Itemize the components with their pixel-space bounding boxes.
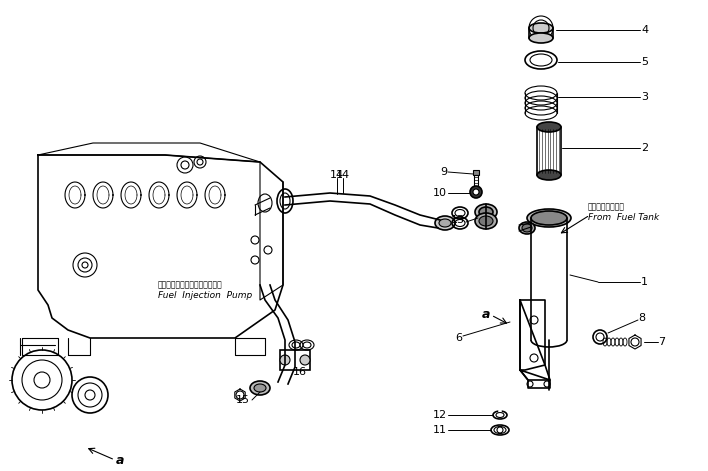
Text: 16: 16 — [293, 367, 307, 377]
Ellipse shape — [435, 216, 455, 230]
Text: 13: 13 — [451, 215, 465, 225]
Ellipse shape — [537, 122, 561, 132]
Text: From  Fuel Tank: From Fuel Tank — [588, 213, 659, 222]
Text: 7: 7 — [658, 337, 665, 347]
Text: 14: 14 — [330, 170, 344, 180]
Ellipse shape — [439, 219, 451, 227]
Text: 15: 15 — [236, 395, 250, 405]
Ellipse shape — [280, 355, 290, 365]
Text: 9: 9 — [440, 167, 447, 177]
Text: 3: 3 — [641, 92, 648, 102]
Text: 4: 4 — [641, 25, 648, 35]
Ellipse shape — [531, 211, 567, 225]
Text: 10: 10 — [433, 188, 447, 198]
Text: フェルインジェクションポンプ: フェルインジェクションポンプ — [158, 281, 223, 290]
Text: a: a — [481, 309, 490, 322]
Bar — [280, 350, 310, 370]
Text: Fuel  Injection  Pump: Fuel Injection Pump — [158, 292, 252, 300]
Ellipse shape — [475, 213, 497, 229]
Text: 6: 6 — [455, 333, 462, 343]
Ellipse shape — [537, 170, 561, 180]
Ellipse shape — [527, 209, 571, 227]
Circle shape — [473, 189, 479, 195]
Ellipse shape — [250, 381, 270, 395]
Text: 1: 1 — [641, 277, 648, 287]
Text: 5: 5 — [641, 57, 648, 67]
Ellipse shape — [475, 204, 497, 220]
Bar — [474, 175, 478, 187]
Circle shape — [470, 186, 482, 198]
Ellipse shape — [529, 23, 553, 33]
Ellipse shape — [522, 224, 532, 232]
Text: 8: 8 — [638, 313, 645, 323]
Bar — [473, 170, 479, 175]
Text: 14: 14 — [336, 170, 350, 180]
Ellipse shape — [479, 216, 493, 226]
Text: a: a — [116, 454, 124, 466]
Ellipse shape — [254, 384, 266, 392]
Ellipse shape — [300, 355, 310, 365]
Text: 12: 12 — [433, 410, 447, 420]
Ellipse shape — [519, 222, 535, 234]
Ellipse shape — [529, 33, 553, 43]
Text: フェルタンクから: フェルタンクから — [588, 203, 625, 211]
Text: 11: 11 — [433, 425, 447, 435]
Ellipse shape — [479, 207, 493, 217]
Text: 2: 2 — [641, 143, 648, 153]
